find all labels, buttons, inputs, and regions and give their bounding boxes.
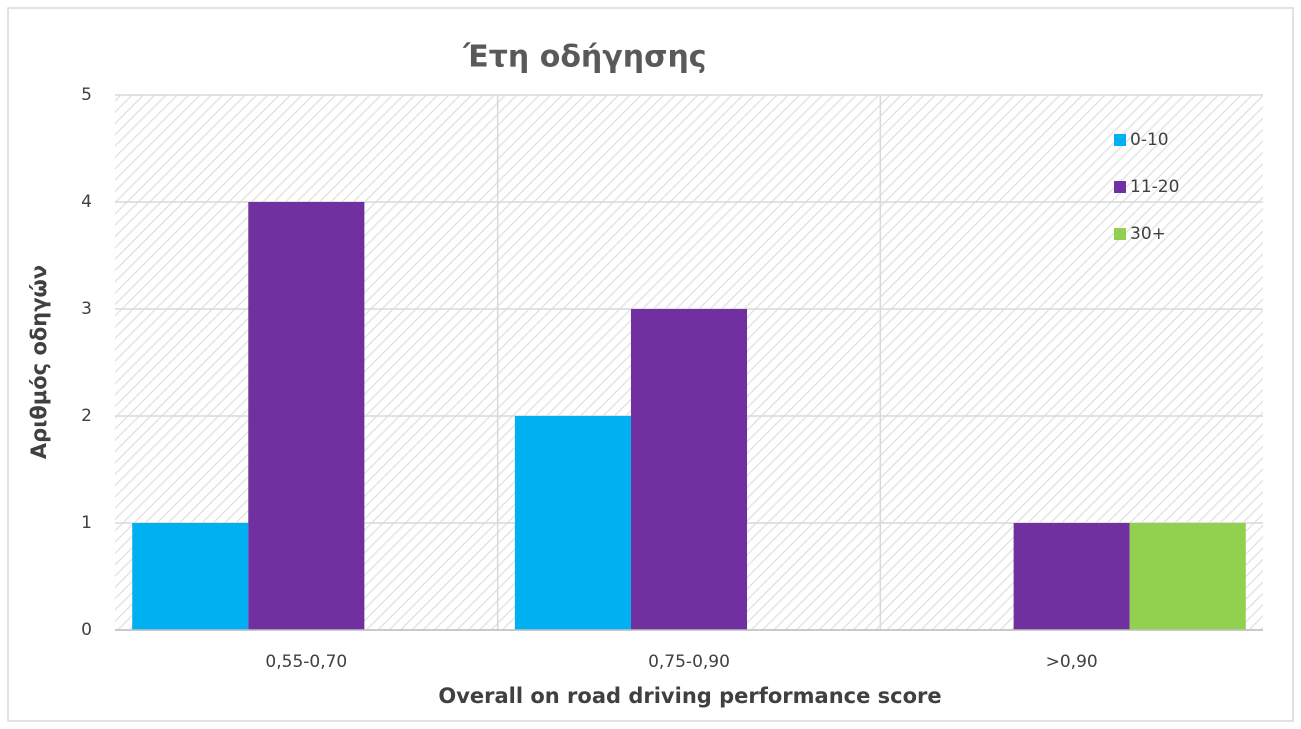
y-tick-label: 3 — [81, 299, 92, 319]
bar — [630, 309, 748, 630]
bar — [1129, 523, 1246, 630]
chart-title: Έτη οδήγησης — [462, 40, 706, 75]
legend-swatch — [1114, 134, 1126, 146]
legend-swatch — [1114, 228, 1126, 240]
y-axis-label: Αριθμός οδηγών — [27, 265, 51, 459]
legend-label: 11-20 — [1130, 177, 1179, 197]
legend-label: 30+ — [1130, 224, 1166, 244]
y-tick-label: 2 — [81, 406, 92, 426]
y-tick-label: 5 — [81, 85, 92, 105]
x-tick-label: >0,90 — [1046, 652, 1098, 672]
bar — [132, 523, 249, 630]
legend-swatch — [1114, 181, 1126, 193]
y-tick-label: 1 — [81, 513, 92, 533]
y-tick-label: 4 — [81, 192, 92, 212]
bar — [1013, 523, 1130, 630]
x-tick-label: 0,55-0,70 — [265, 652, 347, 672]
bar — [514, 416, 631, 630]
bar — [248, 202, 365, 630]
y-tick-label: 0 — [81, 620, 92, 640]
x-axis-label: Overall on road driving performance scor… — [438, 684, 941, 708]
legend-label: 0-10 — [1130, 130, 1169, 150]
x-tick-label: 0,75-0,90 — [648, 652, 730, 672]
